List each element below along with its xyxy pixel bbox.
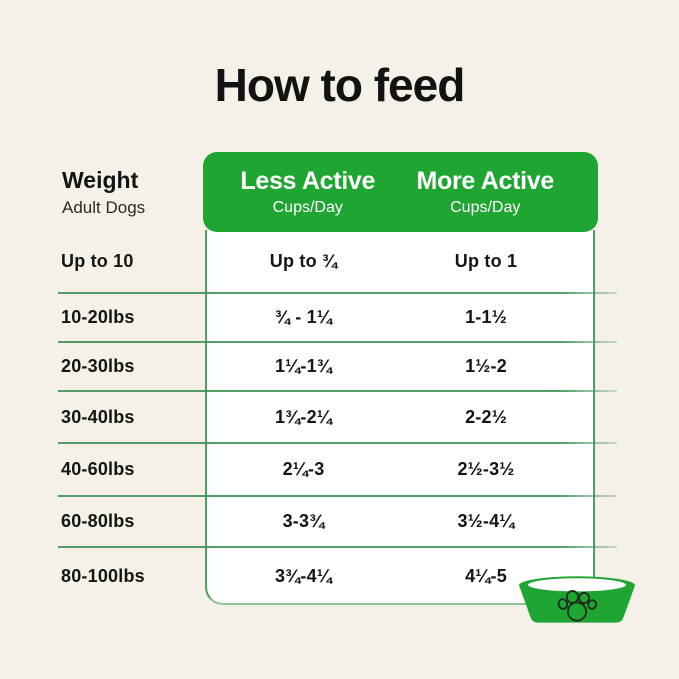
more-active-header: More Active Cups/Day: [397, 152, 599, 232]
paw-print-icon: [557, 590, 598, 622]
less-active-cell: 1¼-1¾: [274, 356, 333, 376]
more-active-cell: Up to 1: [454, 251, 518, 271]
table-row: 40-60lbs 2¼-3 2½-3½: [58, 443, 617, 497]
weight-cell: Up to 10: [61, 251, 134, 271]
table-row: 30-40lbs 1¾-2¼ 2-2½: [58, 391, 617, 444]
less-active-cell: 2¼-3: [282, 459, 325, 479]
more-active-sublabel: Cups/Day: [450, 199, 521, 216]
weight-column-header: Weight Adult Dogs: [62, 167, 145, 218]
table-row: Up to 10 Up to ¾ Up to 1: [58, 230, 617, 294]
table-row: 20-30lbs 1¼-1¾ 1½-2: [58, 342, 617, 392]
weight-column-title: Weight: [62, 167, 139, 193]
less-active-sublabel: Cups/Day: [272, 199, 343, 216]
weight-column-subtitle: Adult Dogs: [62, 198, 146, 217]
weight-cell: 30-40lbs: [61, 406, 135, 427]
more-active-label: More Active: [416, 167, 555, 195]
less-active-cell: 3¾-4¼: [274, 565, 333, 586]
dog-bowl-icon: [519, 576, 635, 623]
more-active-cell: 2-2½: [465, 406, 507, 427]
table-row: 80-100lbs 3¾-4¼ 4¼-5: [58, 547, 617, 605]
table-header: Less Active Cups/Day More Active Cups/Da…: [203, 152, 598, 232]
weight-cell: 80-100lbs: [61, 565, 145, 586]
more-active-cell: 1-1½: [465, 307, 507, 327]
more-active-cell: 3½-4¼: [457, 511, 515, 531]
less-active-header: Less Active Cups/Day: [203, 152, 397, 232]
weight-cell: 60-80lbs: [61, 511, 135, 531]
less-active-label: Less Active: [240, 167, 376, 195]
more-active-cell: 4¼-5: [465, 565, 507, 586]
table-body: Up to 10 Up to ¾ Up to 1 10-20lbs ¾ - 1¼…: [58, 230, 617, 605]
weight-cell: 20-30lbs: [61, 356, 135, 376]
more-active-cell: 1½-2: [465, 356, 507, 376]
less-active-cell: 1¾-2¼: [274, 406, 333, 427]
less-active-cell: Up to ¾: [269, 251, 338, 271]
weight-cell: 40-60lbs: [61, 459, 135, 479]
less-active-cell: ¾ - 1¼: [274, 307, 333, 327]
more-active-cell: 2½-3½: [457, 459, 515, 479]
weight-cell: 10-20lbs: [61, 307, 135, 327]
page-title: How to feed: [214, 59, 466, 111]
less-active-cell: 3-3¾: [282, 511, 325, 531]
table-row: 60-80lbs 3-3¾ 3½-4¼: [58, 496, 617, 548]
table-row: 10-20lbs ¾ - 1¼ 1-1½: [58, 293, 617, 343]
